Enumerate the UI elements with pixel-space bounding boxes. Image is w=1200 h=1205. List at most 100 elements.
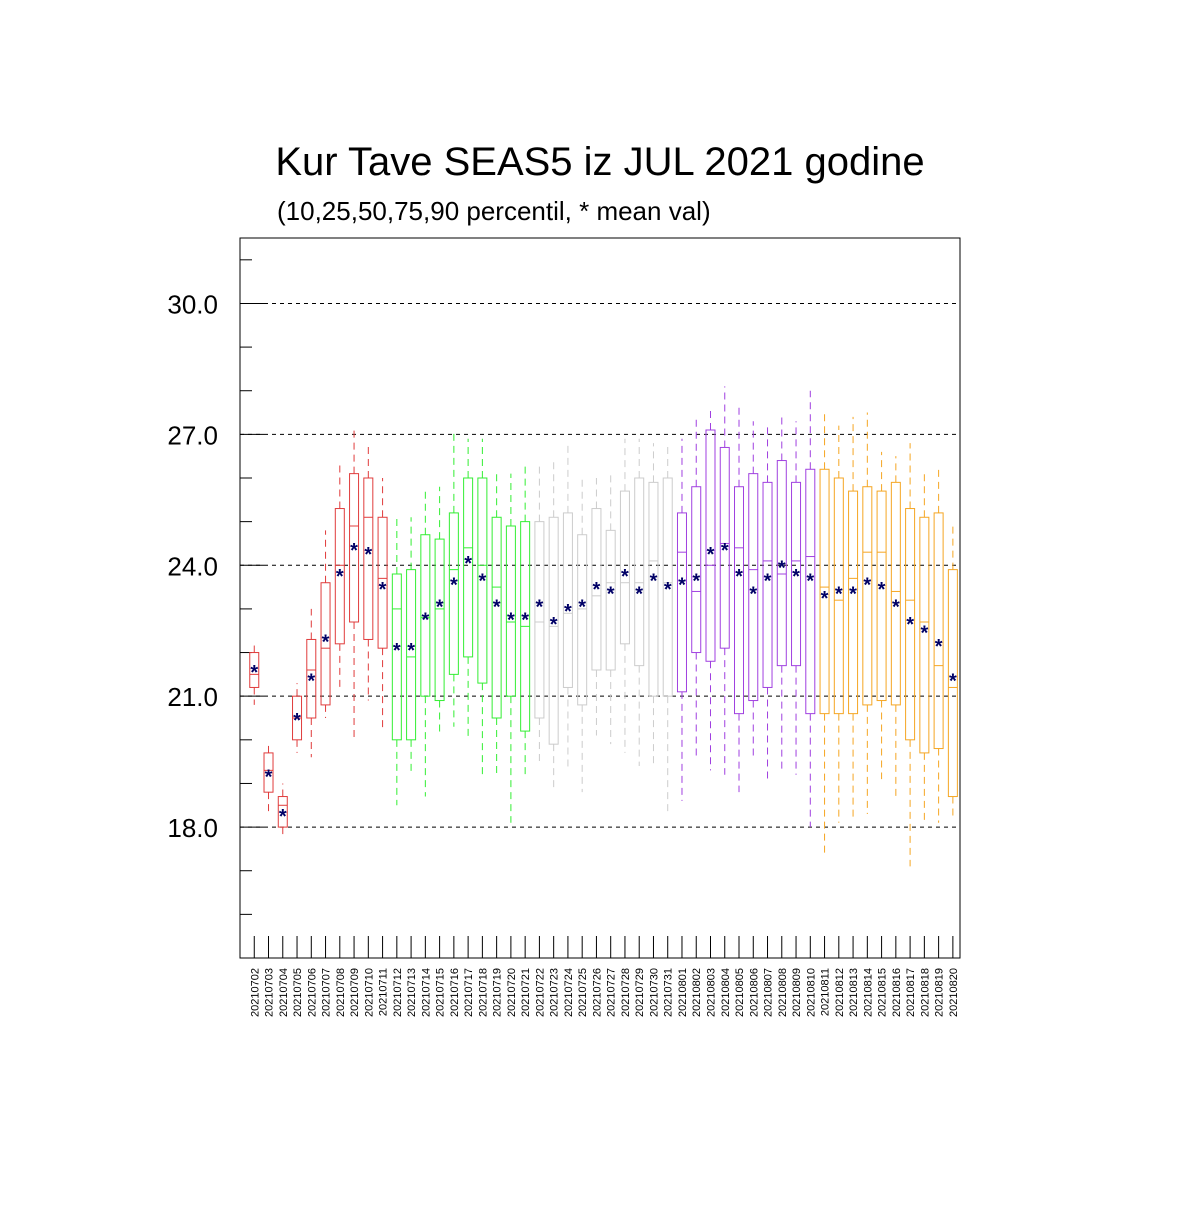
box-21 [548,516,559,745]
box-14 [448,512,459,675]
box-0 [249,652,260,688]
x-tick-label-9: 20210711 [378,968,390,1016]
mean-marker-26: * [621,566,629,588]
x-tick-label-42: 20210813 [848,968,860,1017]
box-12 [420,534,431,697]
box-35 [748,473,759,702]
mean-marker-5: * [322,631,330,653]
x-tick-label-28: 20210730 [648,968,660,1017]
mean-marker-8: * [364,544,372,566]
box-24 [591,508,602,671]
x-tick-label-22: 20210724 [563,968,575,1017]
box-32 [705,429,716,662]
box-9 [377,516,388,649]
mean-marker-4: * [307,671,315,693]
mean-marker-18: * [507,610,515,632]
mean-marker-34: * [735,566,743,588]
x-tick-label-14: 20210716 [449,968,461,1017]
mean-marker-11: * [407,640,415,662]
box-7 [349,473,360,623]
box-47 [919,516,930,754]
box-26 [619,490,630,645]
x-tick-label-27: 20210729 [634,968,646,1017]
mean-marker-28: * [650,570,658,592]
box-40 [819,468,830,715]
mean-marker-38: * [792,566,800,588]
x-tick-label-7: 20210709 [349,968,361,1017]
x-tick-label-19: 20210721 [520,968,532,1017]
x-tick-label-10: 20210712 [392,968,404,1017]
x-tick-label-6: 20210708 [335,968,347,1017]
mean-marker-40: * [821,588,829,610]
x-tick-label-36: 20210807 [763,968,775,1017]
x-tick-label-47: 20210818 [919,968,931,1017]
mean-marker-23: * [578,597,586,619]
box-6 [334,508,345,645]
x-tick-label-40: 20210811 [820,968,832,1016]
mean-marker-17: * [493,597,501,619]
x-tick-label-17: 20210719 [492,968,504,1017]
x-tick-label-4: 20210706 [306,968,318,1017]
box-8 [363,477,374,640]
plot-frame [239,237,961,959]
box-10 [391,573,402,741]
x-tick-label-34: 20210805 [734,968,746,1017]
box-4 [306,638,317,719]
box-2 [277,796,288,828]
x-tick-label-39: 20210810 [805,968,817,1017]
box-39 [805,468,816,715]
mean-marker-43: * [863,575,871,597]
mean-marker-24: * [593,579,601,601]
x-tick-label-35: 20210806 [748,968,760,1017]
box-48 [933,512,944,750]
x-tick-label-43: 20210814 [862,968,874,1017]
x-tick-label-31: 20210802 [691,968,703,1017]
box-45 [890,481,901,706]
x-tick-label-37: 20210808 [777,968,789,1017]
mean-marker-33: * [721,540,729,562]
box-17 [491,516,502,719]
x-tick-label-41: 20210812 [834,968,846,1017]
mean-marker-0: * [250,662,258,684]
x-tick-label-44: 20210815 [877,968,889,1017]
box-41 [833,477,844,715]
x-tick-label-25: 20210727 [606,968,618,1017]
x-tick-label-1: 20210703 [264,968,276,1017]
mean-marker-46: * [906,614,914,636]
x-tick-label-24: 20210726 [591,968,603,1017]
x-tick-label-5: 20210707 [321,968,333,1017]
mean-marker-27: * [635,583,643,605]
x-tick-label-15: 20210717 [463,968,475,1017]
x-tick-label-48: 20210819 [934,968,946,1017]
x-tick-label-32: 20210803 [705,968,717,1017]
box-46 [905,508,916,741]
box-34 [734,486,745,715]
box-33 [719,446,730,649]
mean-marker-20: * [536,597,544,619]
y-tick-label-0: 18.0 [167,813,218,843]
x-tick-label-38: 20210809 [791,968,803,1017]
box-1 [263,752,274,793]
box-13 [434,538,445,702]
box-29 [662,477,673,697]
x-tick-label-46: 20210817 [905,968,917,1017]
x-tick-label-0: 20210702 [249,968,261,1017]
box-44 [876,490,887,702]
x-tick-label-18: 20210720 [506,968,518,1017]
mean-marker-1: * [265,767,273,789]
mean-marker-14: * [450,575,458,597]
x-tick-label-21: 20210723 [549,968,561,1017]
x-tick-label-23: 20210725 [577,968,589,1017]
mean-marker-42: * [849,583,857,605]
mean-marker-19: * [521,610,529,632]
mean-marker-36: * [764,570,772,592]
box-23 [577,534,588,706]
mean-marker-32: * [707,544,715,566]
mean-marker-3: * [293,710,301,732]
box-15 [463,477,474,658]
x-tick-label-2: 20210704 [278,968,290,1017]
mean-marker-31: * [692,570,700,592]
mean-marker-47: * [920,623,928,645]
box-30 [676,512,687,693]
chart-subtitle: (10,25,50,75,90 percentil, * mean val) [277,196,711,226]
